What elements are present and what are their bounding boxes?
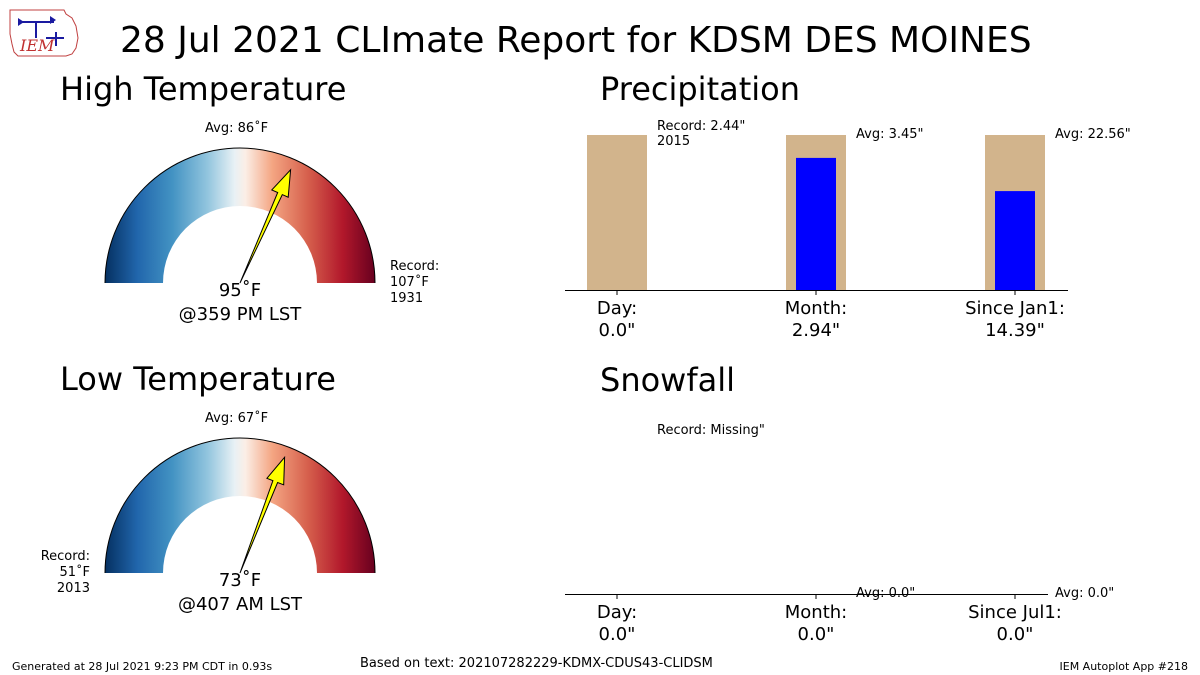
low-temp-gauge — [104, 437, 376, 574]
snow-month-label: Month: 0.0" — [756, 602, 876, 646]
footer-based-on: Based on text: 202107282229-KDMX-CDUS43-… — [360, 656, 713, 671]
precip-month-label-name: Month: — [784, 298, 848, 319]
low-gauge-outline — [104, 437, 376, 574]
snow-day-label: Day: 0.0" — [557, 602, 677, 646]
low-gauge-band — [105, 438, 375, 573]
precip-month-bar — [796, 157, 836, 290]
snow-year-label-value: 0.0" — [996, 624, 1034, 645]
low-temp-heading: Low Temperature — [60, 360, 336, 398]
precip-year-label: Since Jan1: 14.39" — [945, 298, 1085, 342]
low-temp-value: 73˚F — [218, 570, 262, 591]
precip-year-label-value: 14.39" — [985, 320, 1045, 341]
snow-chart — [565, 594, 1048, 599]
precip-day-record-year: 2015 — [657, 134, 691, 149]
logo-text: IEM — [20, 36, 55, 55]
page-title: 28 Jul 2021 CLImate Report for KDSM DES … — [120, 20, 1032, 61]
high-temp-record: Record: 107˚F 1931 — [390, 259, 439, 307]
low-temp-avg: Avg: 67˚F — [205, 411, 269, 426]
snow-year-label: Since Jul1: 0.0" — [945, 602, 1085, 646]
precip-day-label-value: 0.0" — [598, 320, 636, 341]
high-temp-needle — [239, 168, 292, 284]
precip-month-avg: Avg: 3.45" — [856, 127, 924, 142]
snow-month-label-value: 0.0" — [797, 624, 835, 645]
high-temp-gauge — [104, 147, 376, 284]
precip-month-label-value: 2.94" — [791, 320, 841, 341]
high-temp-avg: Avg: 86˚F — [205, 121, 269, 136]
high-gauge-outline — [104, 147, 376, 284]
precip-month-label: Month: 2.94" — [756, 298, 876, 342]
low-record-value: 51˚F — [59, 565, 90, 580]
footer-generated: Generated at 28 Jul 2021 9:23 PM CDT in … — [12, 660, 273, 673]
snow-heading: Snowfall — [600, 361, 735, 399]
precip-year-avg: Avg: 22.56" — [1055, 127, 1131, 142]
precip-day-record-value: Record: 2.44" — [657, 119, 746, 134]
footer-app: IEM Autoplot App #218 — [1059, 660, 1189, 673]
low-temp-time: @407 AM LST — [177, 594, 303, 615]
high-record-value: 107˚F — [390, 275, 429, 290]
iem-logo: IEM — [6, 4, 82, 60]
high-temp-time: @359 PM LST — [178, 304, 302, 325]
precip-day-record: Record: 2.44" 2015 — [657, 119, 745, 149]
precip-heading: Precipitation — [600, 70, 801, 108]
low-record-label: Record: — [40, 549, 90, 564]
low-temp-needle — [239, 455, 286, 574]
snow-month-label-name: Month: — [784, 602, 848, 623]
high-record-label: Record: — [390, 259, 440, 274]
snow-day-label-name: Day: — [596, 602, 638, 623]
high-temp-value: 95˚F — [218, 280, 262, 301]
snow-year-label-name: Since Jul1: — [968, 602, 1062, 623]
high-gauge-band — [105, 148, 375, 283]
snow-day-record: Record: Missing" — [657, 423, 765, 438]
precip-day-reference-bar — [587, 135, 647, 290]
snow-month-avg: Avg: 0.0" — [856, 586, 916, 601]
low-temp-record: Record: 51˚F 2013 — [20, 549, 90, 597]
precip-day-label-name: Day: — [596, 298, 638, 319]
snow-year-avg: Avg: 0.0" — [1055, 586, 1115, 601]
low-record-year: 2013 — [56, 581, 90, 596]
precip-chart — [565, 135, 1068, 295]
high-record-year: 1931 — [390, 291, 424, 306]
high-temp-heading: High Temperature — [60, 70, 347, 108]
precip-year-label-name: Since Jan1: — [965, 298, 1065, 319]
precip-year-bar — [995, 191, 1035, 290]
precip-day-label: Day: 0.0" — [557, 298, 677, 342]
snow-day-label-value: 0.0" — [598, 624, 636, 645]
